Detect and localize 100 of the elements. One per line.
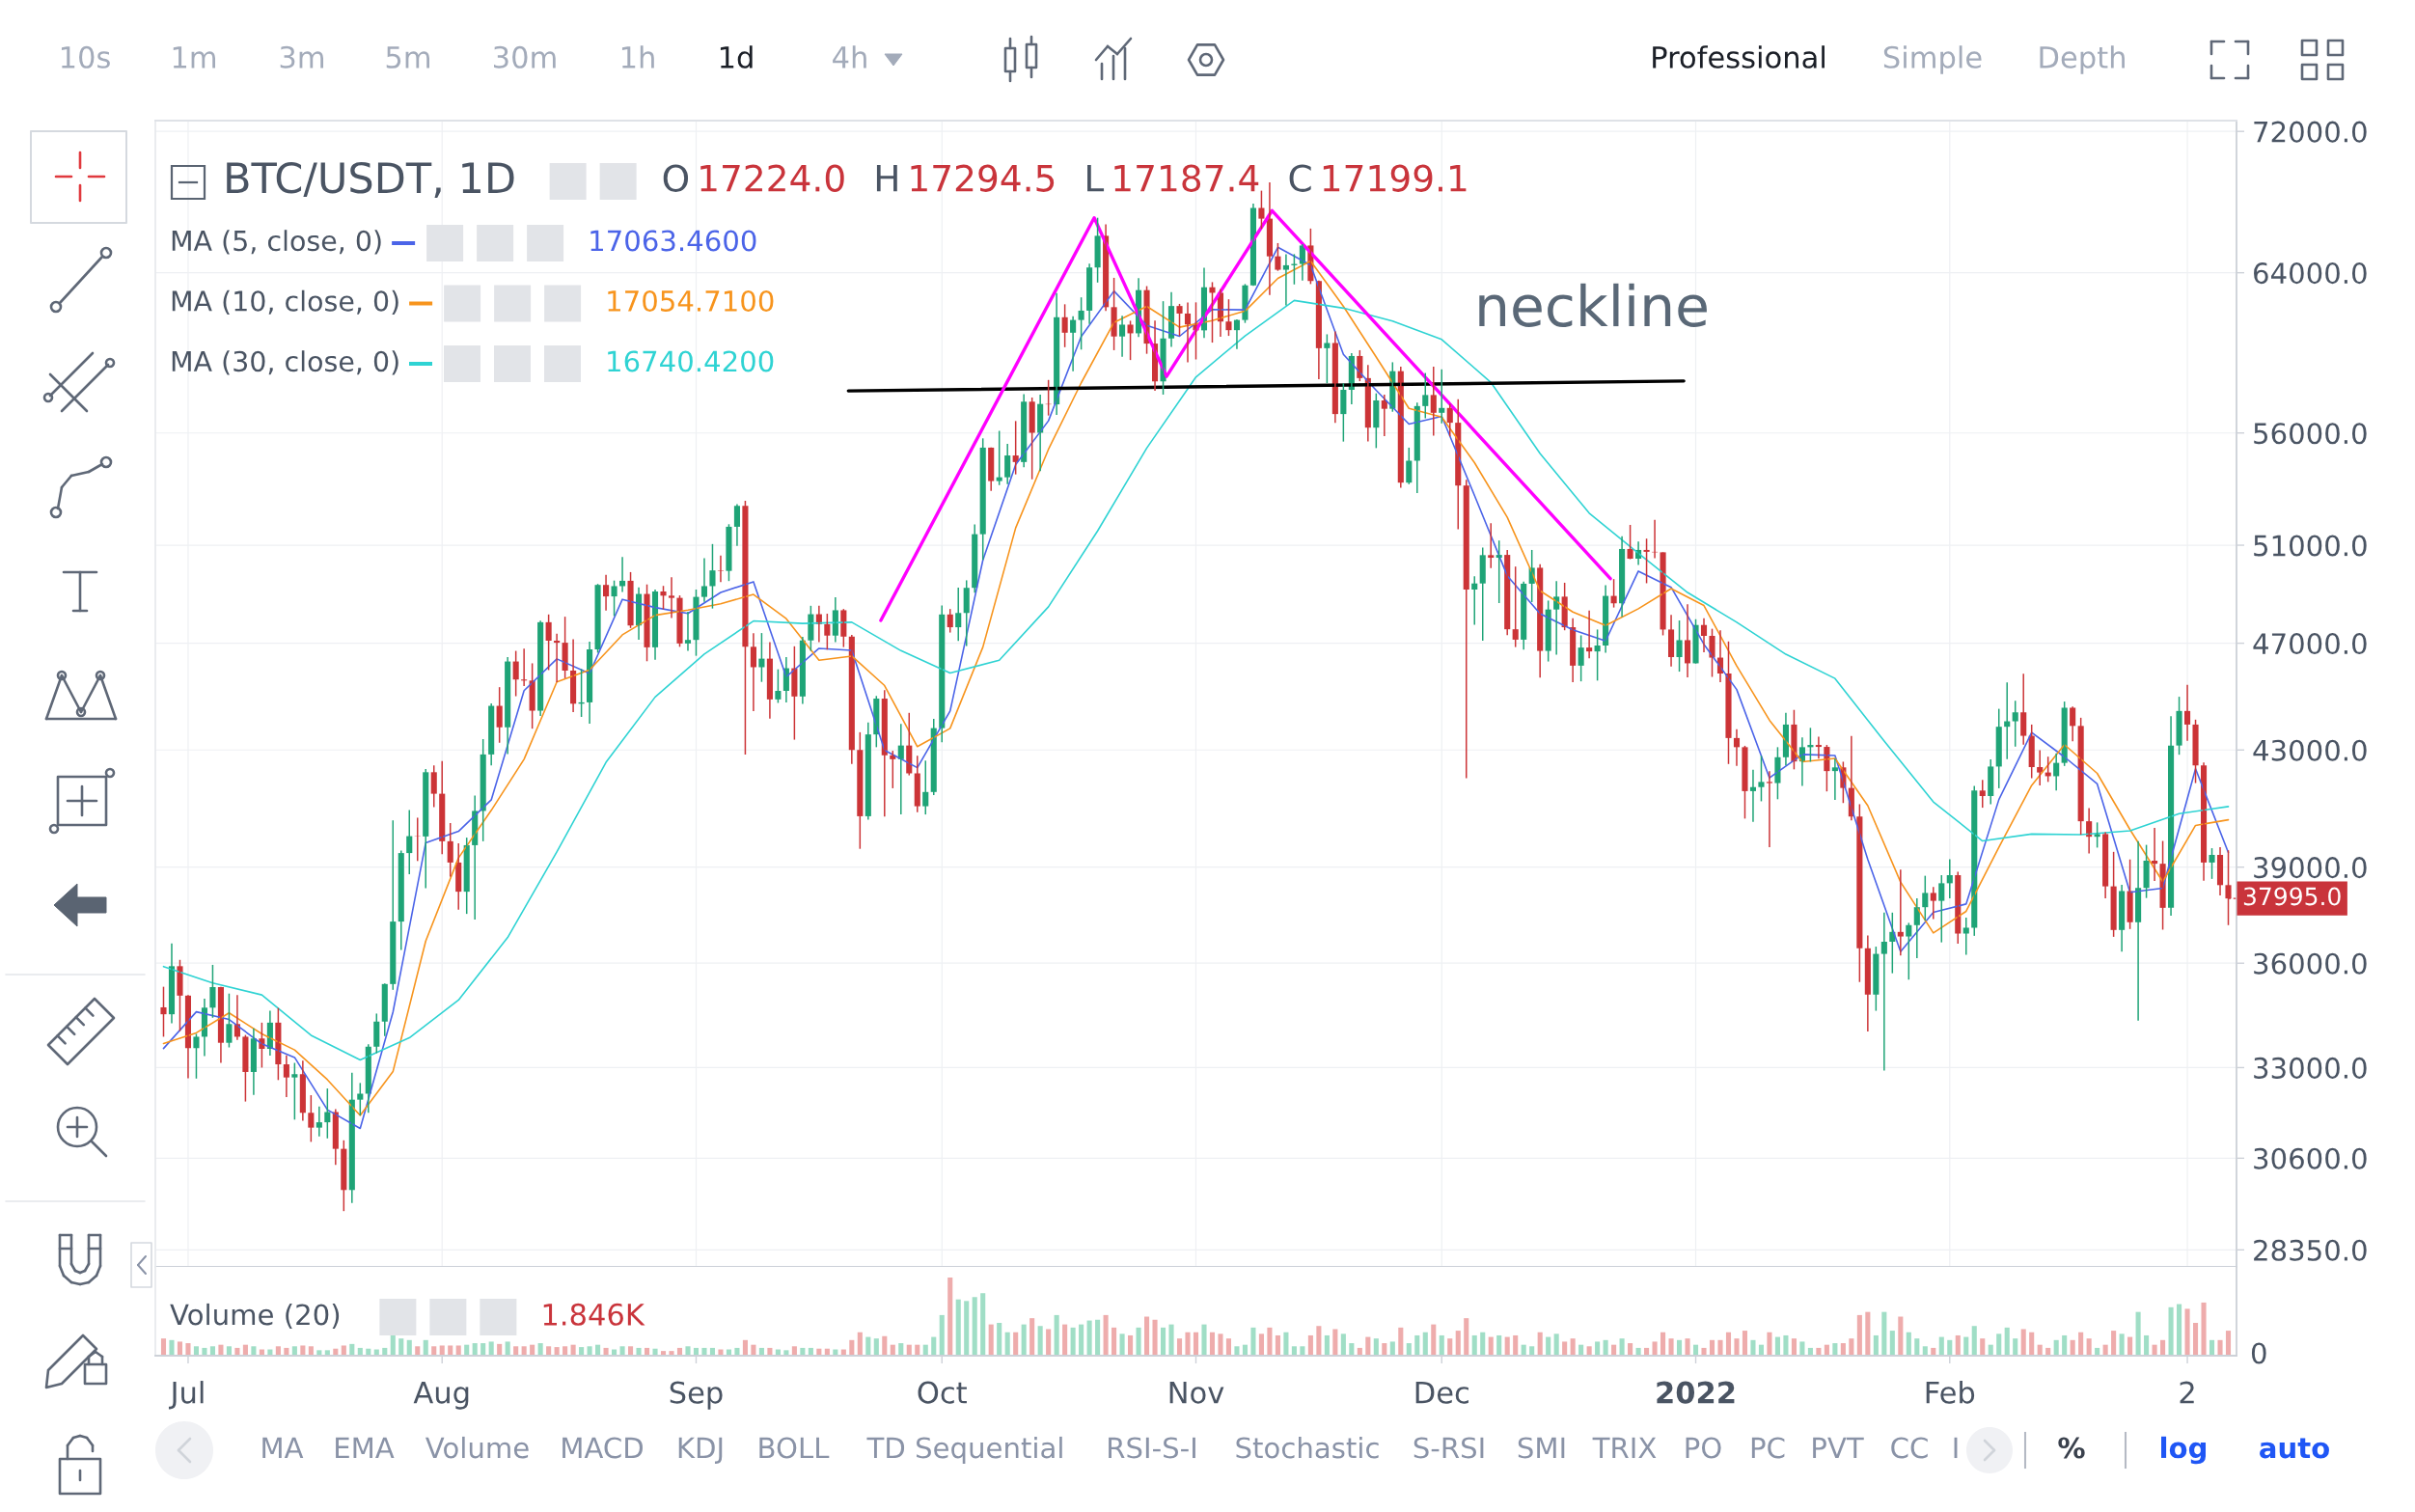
bar: [1849, 1338, 1854, 1356]
text: log: [2160, 1436, 2207, 1465]
text: auto: [2260, 1438, 2329, 1459]
bar: [1914, 1338, 1920, 1356]
text: %: [2058, 1437, 2085, 1459]
bar: [718, 1349, 724, 1356]
bar: [1873, 1334, 1879, 1356]
bar: [1004, 1332, 1010, 1356]
legend-label: MA (10, close, 0): [172, 289, 398, 316]
text: EMA: [336, 1437, 395, 1459]
y-tick-label: 56000.0: [2254, 423, 2367, 445]
bar: [1496, 1334, 1502, 1356]
bar: [1922, 1346, 1928, 1356]
bar: [1176, 1338, 1183, 1356]
bar: [997, 1322, 1002, 1356]
bar: [1701, 1347, 1707, 1356]
bar: [1185, 1332, 1191, 1356]
bar: [2062, 1334, 2068, 1356]
bar: [619, 1346, 625, 1356]
bar: [1471, 1334, 1477, 1356]
y-tick-label: 39000.0: [2254, 857, 2367, 879]
bar: [947, 1278, 953, 1356]
bar: [177, 1341, 183, 1356]
bar: [1889, 1331, 1895, 1356]
text: 10s: [61, 45, 110, 69]
bar: [1398, 1327, 1404, 1356]
bar: [505, 1341, 510, 1356]
bar: [1938, 1336, 1944, 1356]
bar: [1447, 1338, 1453, 1356]
bar: [2086, 1338, 2092, 1356]
annotation: 17063.4600: [590, 230, 756, 252]
bar: [2144, 1334, 2150, 1356]
bar: [1799, 1341, 1805, 1356]
bar: [898, 1343, 904, 1356]
bar: [1382, 1343, 1387, 1356]
candlestick: [726, 523, 732, 582]
bar: [1070, 1327, 1076, 1356]
candlestick: [2225, 849, 2232, 926]
annotation: 17224.0: [700, 164, 844, 192]
bar: [1546, 1336, 1551, 1356]
y-tick-label: 47000.0: [2253, 633, 2367, 655]
bar: [1619, 1338, 1625, 1356]
text: MACD: [563, 1437, 643, 1459]
bar: [341, 1345, 346, 1356]
bar: [398, 1338, 404, 1356]
bar: [1111, 1327, 1117, 1356]
bar: [2078, 1332, 2084, 1356]
bar: [1414, 1334, 1420, 1356]
bar: [1209, 1332, 1216, 1356]
bar: [2004, 1327, 2010, 1356]
text: 1h: [621, 45, 654, 69]
bar: [865, 1336, 871, 1356]
text: MA: [262, 1437, 304, 1459]
bar: [1734, 1338, 1740, 1356]
bar: [1742, 1331, 1748, 1356]
bar: [1086, 1320, 1092, 1356]
bar: [1971, 1326, 1977, 1356]
annotation: 17294.5: [911, 164, 1055, 192]
bar: [1258, 1333, 1264, 1356]
x-tick-label: Aug: [413, 1382, 469, 1410]
bar: [513, 1346, 519, 1356]
text: 5m: [386, 46, 430, 69]
bar: [1168, 1324, 1174, 1356]
bar: [1234, 1346, 1240, 1356]
candlestick: [1766, 770, 1773, 848]
bar: [1225, 1338, 1232, 1356]
bar: [1152, 1319, 1158, 1356]
bar: [291, 1346, 297, 1356]
bar: [742, 1339, 748, 1356]
candlestick: [2176, 696, 2182, 756]
bar: [455, 1345, 461, 1356]
text: I: [1954, 1437, 1958, 1459]
text: PO: [1686, 1437, 1721, 1459]
bar: [1750, 1339, 1756, 1356]
bar: [1717, 1339, 1723, 1356]
text: Simple: [1883, 45, 1982, 74]
candlestick: [676, 594, 683, 648]
bar: [2209, 1339, 2215, 1356]
candlestick: [693, 589, 700, 657]
bar: [1324, 1334, 1330, 1356]
bar: [1791, 1338, 1797, 1356]
bar: [1267, 1327, 1273, 1356]
bar: [1725, 1332, 1732, 1356]
bar: [1300, 1346, 1305, 1356]
bar: [308, 1346, 314, 1356]
bar: [669, 1351, 674, 1356]
text: 1m: [173, 46, 216, 69]
bar: [1062, 1324, 1068, 1356]
bar: [563, 1346, 568, 1356]
bar: [1037, 1326, 1043, 1356]
bar: [1660, 1332, 1666, 1356]
bar: [1128, 1334, 1134, 1356]
text: 3m: [280, 45, 324, 69]
bar: [1103, 1314, 1109, 1356]
bar: [2160, 1339, 2166, 1356]
candlestick: [160, 985, 167, 1038]
bar: [1898, 1316, 1904, 1356]
bar: [857, 1332, 863, 1356]
text: KDJ: [678, 1437, 723, 1464]
bar: [1685, 1338, 1690, 1356]
